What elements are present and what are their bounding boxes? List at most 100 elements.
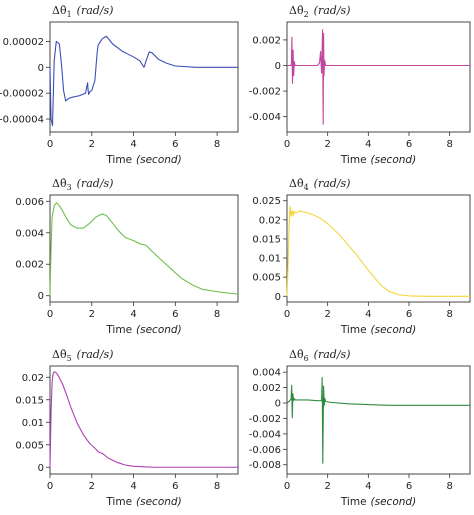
chart-title-subscript: 4 bbox=[304, 183, 309, 192]
plot-frame bbox=[49, 21, 239, 133]
x-tick-label: 2 bbox=[324, 139, 330, 150]
x-tick-label: 2 bbox=[324, 309, 330, 320]
x-tick-label: 2 bbox=[324, 481, 330, 492]
x-axis-label-unit: (second) bbox=[371, 324, 417, 336]
x-tick-label: 0 bbox=[284, 309, 290, 320]
x-tick-label: 8 bbox=[214, 139, 220, 150]
chart-panel-4: Δθ̇4 (rad/s)0 2 4 6 80.0250.020.0150.010.0050… bbox=[252, 177, 471, 336]
chart-title-subscript: 1 bbox=[67, 10, 72, 19]
x-tick-label: 6 bbox=[406, 481, 412, 492]
x-axis-label-unit: (second) bbox=[136, 154, 182, 166]
x-tick-label: 8 bbox=[214, 481, 220, 492]
chart-title-unit: (rad/s) bbox=[77, 348, 114, 361]
x-tick-label: 8 bbox=[446, 309, 452, 320]
y-tick-label: 0.01 bbox=[259, 254, 281, 265]
chart-title-symbol: Δθ̇ bbox=[52, 348, 67, 361]
chart-panel-5: Δθ̇5 (rad/s) 0 2 4 6 8 0.02 0.015 0.01 0.005 0 Time (… bbox=[15, 348, 239, 508]
x-axis-label: Time (second) bbox=[105, 154, 181, 166]
series-line bbox=[286, 205, 470, 297]
y-tick-label: -0.008 bbox=[249, 460, 281, 471]
x-axis-label: Time (second) bbox=[340, 324, 416, 336]
chart-title-subscript: 6 bbox=[304, 354, 309, 363]
series-line bbox=[49, 371, 238, 468]
x-tick-label: 6 bbox=[172, 481, 178, 492]
series-line bbox=[49, 35, 238, 127]
plot-frame bbox=[286, 194, 471, 303]
x-tick-label: 4 bbox=[130, 481, 136, 492]
x-tick-label: 6 bbox=[172, 309, 178, 320]
chart-panel-6: Δθ̇6 (rad/s)0 2 4 6 80.0040.0020-0.002-0.004-… bbox=[249, 348, 471, 508]
x-axis-label-text: Time bbox=[340, 154, 367, 166]
x-tick-label: 0 bbox=[284, 139, 290, 150]
x-tick-label: 0 bbox=[47, 139, 53, 150]
x-axis-label: Time (second) bbox=[105, 324, 181, 336]
x-axis-label: Time (second) bbox=[340, 154, 416, 166]
x-axis-label: Time (second) bbox=[105, 496, 181, 508]
y-tick-label: -0.006 bbox=[249, 445, 281, 456]
y-tick-label: 0.005 bbox=[15, 440, 44, 451]
y-tick-label: 0 bbox=[38, 463, 44, 474]
chart-title-unit: (rad/s) bbox=[77, 4, 114, 17]
y-tick-label: -0.004 bbox=[249, 112, 281, 123]
y-tick-label: 0.00002 bbox=[3, 37, 44, 48]
chart-title-unit: (rad/s) bbox=[77, 177, 114, 190]
chart-title-unit: (rad/s) bbox=[314, 348, 351, 361]
y-tick-label: -0.002 bbox=[249, 414, 281, 425]
chart-title: Δθ̇3 (rad/s) bbox=[52, 177, 113, 192]
plot-frame bbox=[49, 365, 239, 475]
chart-title: Δθ̇5 (rad/s) bbox=[52, 348, 113, 363]
y-tick-label: 0.015 bbox=[15, 395, 44, 406]
x-tick-label: 2 bbox=[89, 309, 95, 320]
y-tick-label: 0.005 bbox=[252, 273, 281, 284]
y-tick-label: 0.02 bbox=[259, 215, 281, 226]
series-line bbox=[287, 29, 470, 125]
chart-panel-3: Δθ̇3 (rad/s) 0 2 4 6 8 0.006 0.004 0.002 0 Time (sec… bbox=[15, 177, 239, 336]
y-tick-label: 0.004 bbox=[15, 228, 44, 239]
y-tick-label: 0 bbox=[38, 291, 44, 302]
chart-title-subscript: 5 bbox=[67, 354, 72, 363]
x-axis-label-text: Time bbox=[340, 496, 367, 508]
y-tick-label: 0.025 bbox=[252, 196, 281, 207]
x-tick-label: 8 bbox=[446, 139, 452, 150]
y-tick-label: 0.002 bbox=[252, 383, 281, 394]
x-tick-label: 6 bbox=[172, 139, 178, 150]
x-tick-label: 0 bbox=[47, 309, 53, 320]
chart-title: Δθ̇4 (rad/s) bbox=[289, 177, 350, 192]
series-line bbox=[286, 377, 470, 464]
chart-title-unit: (rad/s) bbox=[314, 177, 351, 190]
series-line bbox=[49, 202, 239, 296]
x-axis-label-text: Time bbox=[105, 496, 132, 508]
plot-frame bbox=[49, 194, 239, 303]
y-tick-label: 0.006 bbox=[15, 197, 44, 208]
chart-title-unit: (rad/s) bbox=[314, 4, 351, 17]
x-axis-label-text: Time bbox=[105, 154, 132, 166]
x-tick-label: 0 bbox=[47, 481, 53, 492]
chart-title: Δθ̇1 (rad/s) bbox=[52, 4, 113, 19]
chart-title-symbol: Δθ̇ bbox=[52, 177, 67, 190]
chart-title-symbol: Δθ̇ bbox=[289, 4, 304, 17]
plot-frame bbox=[286, 21, 471, 133]
chart-title-symbol: Δθ̇ bbox=[289, 348, 304, 361]
y-tick-label: 0.015 bbox=[252, 234, 281, 245]
x-axis-label-text: Time bbox=[340, 324, 367, 336]
x-tick-label: 0 bbox=[284, 481, 290, 492]
y-tick-label: -0.00004 bbox=[0, 115, 44, 126]
chart-title: Δθ̇2 (rad/s) bbox=[289, 4, 350, 19]
plot-frame bbox=[286, 365, 471, 475]
y-tick-label: 0.002 bbox=[252, 35, 281, 46]
y-tick-label: 0.002 bbox=[15, 260, 44, 271]
x-tick-label: 4 bbox=[365, 139, 371, 150]
x-tick-label: 2 bbox=[89, 481, 95, 492]
x-axis-label: Time (second) bbox=[340, 496, 416, 508]
x-axis-label-unit: (second) bbox=[371, 496, 417, 508]
x-tick-label: 6 bbox=[406, 139, 412, 150]
x-tick-label: 2 bbox=[89, 139, 95, 150]
chart-title-subscript: 3 bbox=[67, 183, 72, 192]
y-tick-label: 0 bbox=[275, 292, 281, 303]
chart-title-subscript: 2 bbox=[304, 10, 309, 19]
y-tick-label: 0 bbox=[275, 399, 281, 410]
y-tick-label: 0 bbox=[275, 61, 281, 72]
x-tick-label: 4 bbox=[365, 309, 371, 320]
